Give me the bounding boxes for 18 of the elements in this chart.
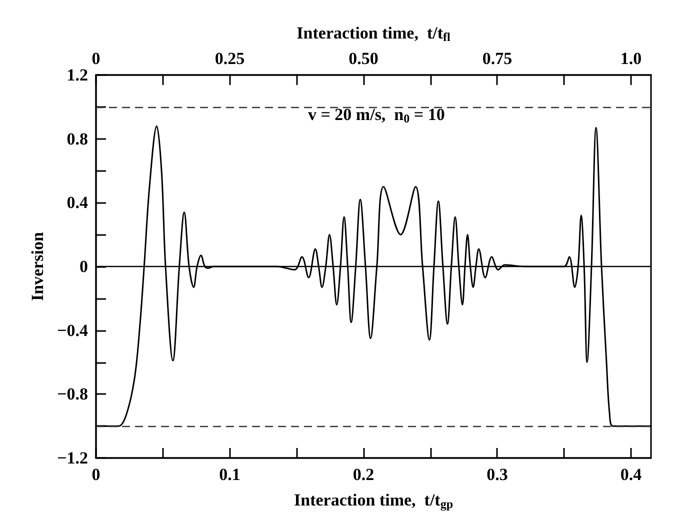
y-tick-label: −1.2	[57, 448, 88, 468]
x-tick-label: 0.1	[219, 465, 240, 484]
y-tick-label: −0.8	[57, 384, 88, 404]
x2-tick-label: 0	[92, 49, 100, 68]
x2-tick-label: 1.0	[620, 49, 642, 68]
y-tick-label: 1.2	[66, 66, 88, 84]
y-axis-title: Inversion	[28, 231, 47, 301]
y-tick-label: −0.4	[57, 320, 88, 340]
x2-tick-label: 0.50	[348, 49, 378, 68]
x-tick-label: 0.3	[486, 465, 508, 484]
y-tick-label: 0	[80, 257, 88, 276]
x2-tick-label: 0.75	[482, 49, 512, 68]
x-tick-label: 0.2	[352, 465, 374, 484]
x2-tick-label: 0.25	[214, 49, 245, 68]
y-tick-label: 0.8	[66, 129, 88, 148]
x-tick-label: 0.4	[620, 465, 642, 484]
y-tick-label: 0.4	[66, 193, 88, 212]
x-tick-label: 0	[92, 465, 100, 484]
